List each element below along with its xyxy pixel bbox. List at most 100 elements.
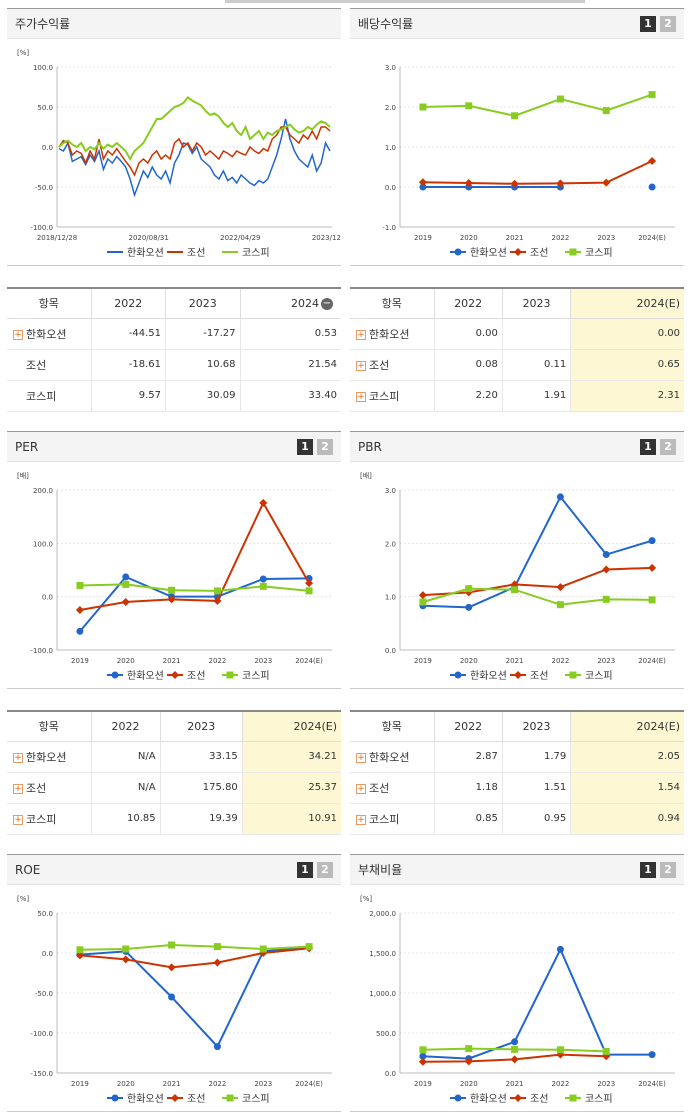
- y-tick-label: -150.0: [30, 1070, 53, 1078]
- data-point: [648, 537, 656, 545]
- table-header: 2022: [433, 288, 503, 319]
- table-cell: 19.39: [159, 803, 243, 835]
- table-cell: 175.80: [159, 772, 243, 804]
- data-point: [111, 1094, 119, 1102]
- table-header: 항목: [7, 288, 91, 319]
- table-cell: 2.05: [570, 741, 684, 773]
- y-tick-label: 0.0: [42, 950, 53, 958]
- expand-icon[interactable]: +: [13, 329, 23, 340]
- legend-item: 조선: [530, 247, 548, 259]
- x-tick-label: 2022: [552, 234, 570, 242]
- data-point: [213, 587, 221, 595]
- data-point: [305, 587, 313, 595]
- table-cell: 0.85: [433, 803, 503, 835]
- table-cell: 21.54: [239, 349, 341, 381]
- legend-item: 조선: [187, 1093, 205, 1105]
- table-cell: -17.27: [165, 318, 240, 350]
- x-tick-label: 2024(E): [638, 1080, 666, 1088]
- series-line-한화오션: [58, 118, 331, 198]
- expand-icon[interactable]: +: [356, 391, 366, 402]
- table-cell: [501, 318, 571, 350]
- data-point: [167, 963, 176, 972]
- data-point: [168, 941, 176, 949]
- data-point: [419, 1052, 427, 1060]
- expand-icon[interactable]: +: [356, 814, 366, 825]
- series-line-조선: [79, 947, 310, 969]
- y-tick-label: -50.0: [35, 184, 53, 192]
- view-1-button[interactable]: 1: [640, 861, 656, 878]
- data-point: [213, 958, 222, 967]
- data-point: [648, 596, 656, 604]
- data-point: [418, 591, 427, 600]
- x-tick-label: 2020/08/31: [128, 234, 168, 242]
- data-point: [259, 498, 268, 507]
- data-point: [454, 1094, 462, 1102]
- y-tick-label: 200.0: [33, 487, 53, 495]
- x-tick-label: 2024(E): [295, 1080, 323, 1088]
- legend-item: 조선: [187, 247, 205, 259]
- x-tick-label: 2024(E): [638, 234, 666, 242]
- table-cell: 10.68: [165, 349, 240, 381]
- expand-icon[interactable]: +: [13, 814, 23, 825]
- expand-icon[interactable]: +: [356, 360, 366, 371]
- table-cell: 2.20: [433, 380, 503, 412]
- table-header: 2022: [90, 711, 161, 742]
- x-tick-label: 2022: [209, 1080, 227, 1088]
- table-cell: 30.09: [165, 380, 240, 412]
- data-point: [465, 1045, 473, 1053]
- data-point: [648, 563, 657, 572]
- expand-icon[interactable]: +: [356, 329, 366, 340]
- row-label: + 코스피: [7, 803, 91, 835]
- view-1-button[interactable]: 1: [640, 438, 656, 455]
- data-point: [465, 603, 473, 611]
- x-tick-label: 2023/12/28: [312, 234, 341, 242]
- table-cell: 0.65: [570, 349, 684, 381]
- debt-ratio-chart: [%] 2,000.0 1,500.0 1,000.0 500.0 0.0 2019 2020…: [360, 895, 675, 1105]
- x-tick-label: 2021: [506, 1080, 524, 1088]
- y-tick-label: 1,000.0: [369, 990, 396, 998]
- data-point: [464, 1057, 473, 1066]
- data-point: [510, 580, 519, 589]
- view-2-button[interactable]: 2: [660, 861, 676, 878]
- table-cell: 0.08: [433, 349, 503, 381]
- x-tick-label: 2021: [506, 234, 524, 242]
- data-point: [511, 586, 519, 594]
- table-cell: 1.79: [501, 741, 571, 773]
- series-line-한화오션: [79, 946, 310, 1049]
- row-label: + 조선: [7, 772, 91, 804]
- x-tick-label: 2024(E): [295, 657, 323, 665]
- unit-label: [%]: [17, 49, 29, 57]
- expand-icon[interactable]: +: [356, 752, 366, 763]
- view-2-button[interactable]: 2: [317, 438, 333, 455]
- data-point: [122, 573, 130, 581]
- legend-item: 코스피: [242, 1093, 270, 1105]
- stock-return-table: 항목 2022 2023 2024− + 한화오션 -44.51 -17.27 0.53 조선 -1…: [7, 287, 341, 412]
- legend-item: 코스피: [242, 247, 270, 259]
- view-2-button[interactable]: 2: [660, 438, 676, 455]
- expand-icon[interactable]: +: [13, 783, 23, 794]
- data-point: [305, 579, 314, 588]
- panel-title: 주가수익률: [15, 17, 71, 31]
- row-label: + 코스피: [350, 380, 434, 412]
- data-point: [648, 91, 656, 99]
- view-1-button[interactable]: 1: [640, 15, 656, 32]
- legend-item: 한화오션: [127, 1093, 164, 1105]
- x-tick-label: 2021: [163, 657, 181, 665]
- expand-icon[interactable]: +: [356, 783, 366, 794]
- data-point: [226, 671, 234, 679]
- view-2-button[interactable]: 2: [660, 15, 676, 32]
- table-cell: 0.94: [570, 803, 684, 835]
- view-2-button[interactable]: 2: [317, 861, 333, 878]
- data-point: [213, 596, 222, 605]
- table-cell: 0.00: [570, 318, 684, 350]
- view-1-button[interactable]: 1: [297, 438, 313, 455]
- stock-return-panel: 주가수익률 [%] 100.0 50.0 0.0 -50.0 -100.0 2018/12/…: [7, 8, 341, 266]
- table-header: 2024(E): [570, 288, 684, 319]
- view-1-button[interactable]: 1: [297, 861, 313, 878]
- series-line-코스피: [422, 93, 653, 117]
- table-header: 2023: [501, 288, 571, 319]
- table-row: + 코스피 2.20 1.91 2.31: [350, 380, 684, 412]
- collapse-icon[interactable]: −: [321, 297, 333, 310]
- expand-icon[interactable]: +: [13, 752, 23, 763]
- table-cell: 0.53: [239, 318, 341, 350]
